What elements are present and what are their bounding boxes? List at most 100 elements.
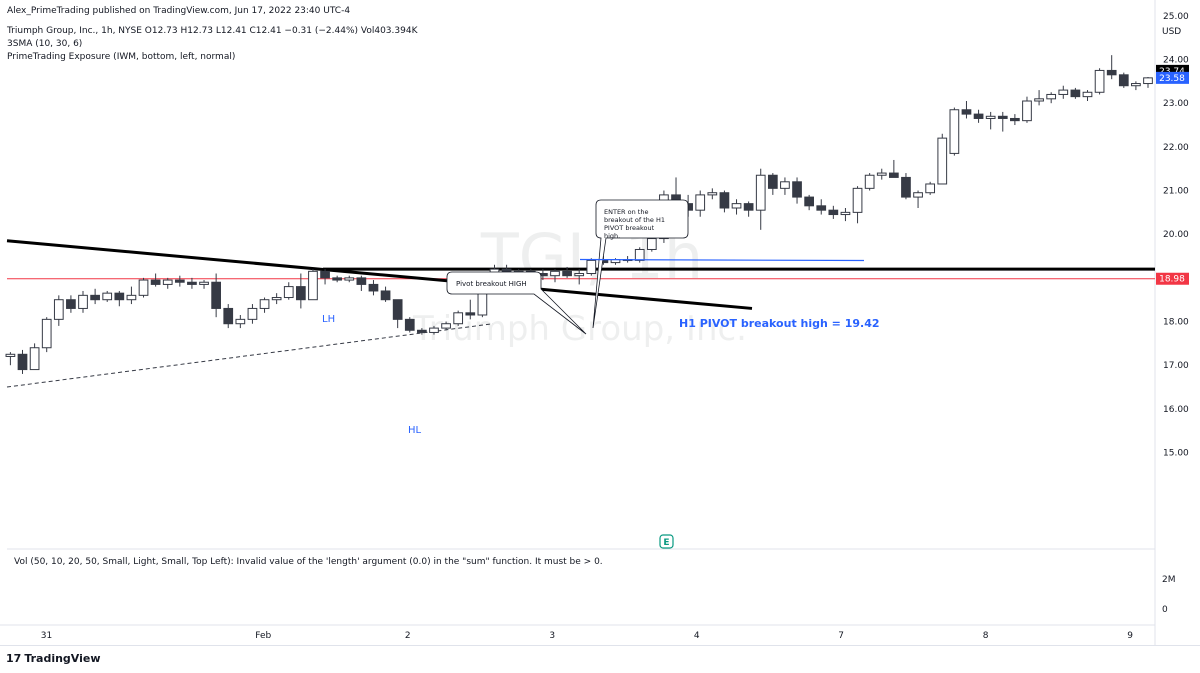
candle[interactable] xyxy=(876,168,887,180)
candle-body xyxy=(41,318,52,349)
candle[interactable] xyxy=(453,310,464,326)
candle[interactable] xyxy=(913,190,923,208)
candle-body xyxy=(404,318,415,331)
candle[interactable] xyxy=(295,273,306,309)
candle[interactable] xyxy=(247,304,258,324)
candle-body xyxy=(199,281,209,285)
candle-body xyxy=(1143,77,1153,85)
candle[interactable] xyxy=(816,199,827,215)
candle[interactable] xyxy=(150,273,161,287)
candle[interactable] xyxy=(550,269,560,283)
candle[interactable] xyxy=(828,205,839,219)
candle[interactable] xyxy=(465,299,476,320)
candle[interactable] xyxy=(707,188,718,200)
candle[interactable] xyxy=(755,168,766,230)
candle[interactable] xyxy=(223,304,234,329)
candle[interactable] xyxy=(162,277,173,289)
candle[interactable] xyxy=(138,277,149,298)
candle[interactable] xyxy=(1082,90,1093,102)
candle[interactable] xyxy=(5,352,16,366)
candle[interactable] xyxy=(574,269,585,285)
candle[interactable] xyxy=(901,173,911,200)
candle[interactable] xyxy=(1143,76,1153,88)
candle[interactable] xyxy=(271,293,282,305)
candle[interactable] xyxy=(973,109,984,123)
candle[interactable] xyxy=(804,194,814,211)
candle[interactable] xyxy=(925,181,936,195)
indicator-sma[interactable]: 3SMA (10, 30, 6) xyxy=(7,39,83,49)
candle[interactable] xyxy=(126,286,137,305)
candle[interactable] xyxy=(53,295,64,326)
candle[interactable] xyxy=(1022,96,1032,123)
candle[interactable] xyxy=(441,321,451,331)
candle[interactable] xyxy=(320,269,330,285)
candle[interactable] xyxy=(1046,92,1057,104)
candle[interactable] xyxy=(259,297,270,313)
candle[interactable] xyxy=(1118,72,1129,88)
candle[interactable] xyxy=(888,159,899,178)
candle[interactable] xyxy=(344,275,355,283)
candle[interactable] xyxy=(840,207,851,222)
candle[interactable] xyxy=(731,199,742,215)
indicator-exposure[interactable]: PrimeTrading Exposure (IWM, bottom, left… xyxy=(7,52,236,62)
candle[interactable] xyxy=(174,275,185,287)
candle[interactable] xyxy=(417,328,427,335)
ascending-trendline-dashed[interactable] xyxy=(6,323,494,388)
candle[interactable] xyxy=(864,173,875,191)
candle-body xyxy=(392,299,403,320)
candle[interactable] xyxy=(985,111,996,130)
candle[interactable] xyxy=(719,190,730,213)
candle[interactable] xyxy=(66,295,76,313)
candle[interactable] xyxy=(743,201,754,217)
candle[interactable] xyxy=(235,314,246,329)
candle[interactable] xyxy=(1106,55,1117,80)
candle[interactable] xyxy=(308,269,318,301)
candle[interactable] xyxy=(114,290,125,307)
candle[interactable] xyxy=(949,107,960,156)
candle[interactable] xyxy=(368,280,379,296)
candle[interactable] xyxy=(392,299,403,329)
candle[interactable] xyxy=(404,317,415,333)
candle[interactable] xyxy=(90,288,100,305)
candle[interactable] xyxy=(937,133,948,185)
earnings-marker[interactable]: E xyxy=(659,534,674,549)
candle[interactable] xyxy=(792,177,802,204)
candle[interactable] xyxy=(997,111,1008,132)
candle[interactable] xyxy=(852,186,863,224)
candle[interactable] xyxy=(199,280,209,289)
candle[interactable] xyxy=(429,325,439,335)
candle[interactable] xyxy=(1034,90,1044,106)
candle[interactable] xyxy=(695,190,706,217)
candle[interactable] xyxy=(41,317,52,353)
candle[interactable] xyxy=(767,173,778,195)
candle[interactable] xyxy=(187,277,197,289)
candle[interactable] xyxy=(332,275,343,283)
candle[interactable] xyxy=(17,349,28,374)
candle[interactable] xyxy=(211,273,221,318)
tradingview-logo[interactable]: 17 TradingView xyxy=(6,652,101,665)
candle[interactable] xyxy=(29,343,40,371)
candle[interactable] xyxy=(961,101,972,119)
candle[interactable] xyxy=(356,275,367,291)
candle[interactable] xyxy=(586,258,597,276)
candle[interactable] xyxy=(1131,81,1141,91)
candle-body xyxy=(574,273,585,277)
price-label-red: 18.98 xyxy=(1156,272,1189,285)
descending-trendline[interactable] xyxy=(6,239,753,310)
candle[interactable] xyxy=(562,266,572,278)
candle[interactable] xyxy=(380,286,391,302)
candle[interactable] xyxy=(1010,114,1020,126)
candle[interactable] xyxy=(1070,87,1081,99)
candle-body xyxy=(368,283,379,292)
candle-body xyxy=(53,299,64,320)
candle[interactable] xyxy=(1058,85,1069,99)
pivot-level-line[interactable] xyxy=(579,258,865,262)
candle[interactable] xyxy=(283,282,294,300)
candle[interactable] xyxy=(1094,68,1105,95)
candle[interactable] xyxy=(102,290,113,302)
callout-pivot-breakout[interactable]: Pivot breakout HIGH xyxy=(446,271,587,335)
candle[interactable] xyxy=(78,290,88,313)
candle[interactable] xyxy=(780,177,790,195)
